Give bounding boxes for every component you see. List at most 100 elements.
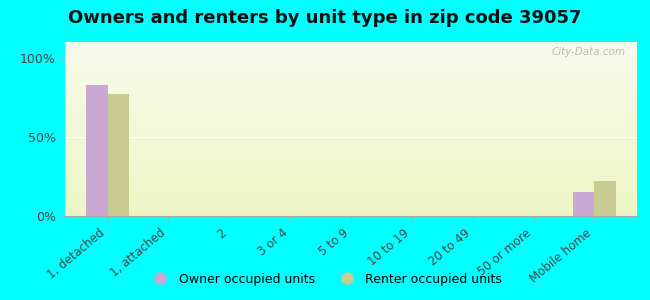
Bar (65, 72, 637, 73)
Bar (65, 124, 637, 125)
Bar (65, 205, 637, 206)
Bar (65, 128, 637, 129)
Bar (65, 61, 637, 62)
Bar (65, 153, 637, 154)
Bar (65, 157, 637, 158)
Bar (65, 166, 637, 167)
Bar (65, 165, 637, 166)
Bar (65, 126, 637, 127)
Bar (65, 147, 637, 148)
Bar (65, 203, 637, 204)
Bar (65, 132, 637, 133)
Bar (65, 202, 637, 203)
Bar (65, 106, 637, 107)
Bar (65, 119, 637, 120)
Bar (65, 60, 637, 61)
Bar (65, 140, 637, 141)
Bar (65, 204, 637, 205)
Bar (65, 70, 637, 71)
Bar (65, 193, 637, 194)
Bar (65, 161, 637, 162)
Bar (65, 137, 637, 138)
Bar (65, 208, 637, 209)
Bar (65, 136, 637, 137)
Bar (65, 146, 637, 147)
Bar (65, 130, 637, 131)
Bar (65, 77, 637, 78)
Bar (65, 163, 637, 164)
Bar (65, 176, 637, 177)
Bar (65, 89, 637, 90)
Bar (65, 173, 637, 174)
Bar (65, 79, 637, 80)
Bar (65, 114, 637, 115)
Bar (65, 105, 637, 106)
Bar (65, 196, 637, 197)
Bar (65, 107, 637, 108)
Bar (65, 66, 637, 67)
Bar (65, 158, 637, 159)
Bar (65, 102, 637, 103)
Bar (65, 67, 637, 68)
Bar (65, 156, 637, 157)
Bar (65, 172, 637, 173)
Legend: Owner occupied units, Renter occupied units: Owner occupied units, Renter occupied un… (143, 268, 507, 291)
Bar (65, 73, 637, 74)
Bar (65, 179, 637, 180)
Bar (65, 141, 637, 142)
Bar (65, 131, 637, 132)
Bar (65, 169, 637, 170)
Text: Owners and renters by unit type in zip code 39057: Owners and renters by unit type in zip c… (68, 9, 582, 27)
Bar (65, 209, 637, 210)
Bar (65, 198, 637, 199)
Bar (65, 125, 637, 126)
Bar (65, 118, 637, 119)
Bar (65, 212, 637, 213)
Bar (65, 96, 637, 97)
Bar (65, 170, 637, 171)
Bar (65, 98, 637, 99)
Bar (65, 185, 637, 186)
Bar (65, 154, 637, 155)
Bar (65, 53, 637, 54)
Bar (65, 47, 637, 48)
Bar (65, 159, 637, 160)
Bar (65, 186, 637, 187)
Bar (65, 127, 637, 128)
Bar (65, 197, 637, 198)
Bar (65, 86, 637, 87)
Bar (65, 92, 637, 93)
Bar (65, 152, 637, 153)
Bar (65, 109, 637, 110)
Bar (65, 44, 637, 45)
Bar (65, 138, 637, 139)
Text: City-Data.com: City-Data.com (551, 47, 625, 57)
Bar (65, 91, 637, 92)
Bar (65, 182, 637, 183)
Bar (65, 99, 637, 100)
Bar (65, 113, 637, 114)
Bar (65, 194, 637, 195)
Bar (65, 101, 637, 102)
Bar (65, 90, 637, 91)
Bar (65, 50, 637, 51)
Bar (65, 87, 637, 88)
Bar (65, 121, 637, 122)
Bar (65, 200, 637, 201)
Bar (65, 65, 637, 66)
Bar (65, 108, 637, 109)
Bar (65, 59, 637, 60)
Bar (65, 76, 637, 77)
Bar (65, 142, 637, 143)
Bar (65, 97, 637, 98)
Bar (65, 180, 637, 181)
Bar (65, 210, 637, 211)
Bar (65, 189, 637, 190)
Bar (65, 122, 637, 123)
Bar (65, 134, 637, 135)
Bar (65, 64, 637, 65)
Bar (65, 133, 637, 134)
Bar (65, 52, 637, 53)
Bar (65, 78, 637, 79)
Bar (65, 174, 637, 175)
